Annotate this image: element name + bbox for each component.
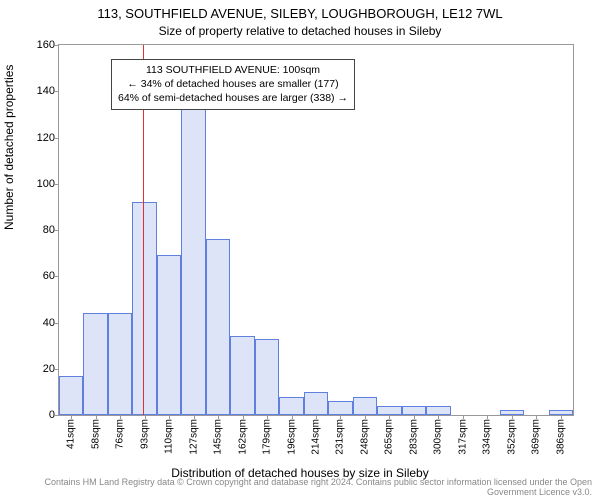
x-tick-label: 196sqm [286,419,297,455]
histogram-bar [206,239,230,415]
x-tick-label: 317sqm [457,419,468,455]
x-tick-label: 231sqm [335,419,346,455]
x-tick-label: 214sqm [311,419,322,455]
x-tick-mark [512,415,513,419]
x-tick-mark [561,415,562,419]
x-tick-mark [71,415,72,419]
annotation-line: ← 34% of detached houses are smaller (17… [118,77,348,91]
y-tick-mark [55,138,59,139]
histogram-bar [279,397,303,416]
x-tick-mark [438,415,439,419]
histogram-bar [181,96,205,415]
x-tick-label: 334sqm [482,419,493,455]
x-tick-label: 127sqm [188,419,199,455]
x-tick-label: 283sqm [408,419,419,455]
histogram-bar [377,406,401,415]
histogram-bar [230,336,254,415]
histogram-bar [328,401,352,415]
x-tick-label: 145sqm [213,419,224,455]
x-tick-label: 110sqm [164,419,175,454]
x-tick-mark [414,415,415,419]
y-tick-mark [55,369,59,370]
y-tick-label: 120 [37,132,55,144]
y-tick-mark [55,276,59,277]
x-tick-label: 41sqm [66,419,77,449]
x-tick-mark [365,415,366,419]
x-tick-mark [536,415,537,419]
annotation-line: 113 SOUTHFIELD AVENUE: 100sqm [118,63,348,77]
x-tick-mark [96,415,97,419]
x-tick-label: 162sqm [237,419,248,455]
x-tick-label: 352sqm [506,419,517,455]
x-tick-mark [194,415,195,419]
annotation-box: 113 SOUTHFIELD AVENUE: 100sqm← 34% of de… [111,59,355,110]
x-tick-label: 300sqm [433,419,444,455]
x-tick-mark [316,415,317,419]
x-tick-label: 179sqm [262,419,273,455]
y-tick-label: 100 [37,178,55,190]
x-tick-mark [463,415,464,419]
x-tick-mark [120,415,121,419]
chart-title-line1: 113, SOUTHFIELD AVENUE, SILEBY, LOUGHBOR… [0,6,600,21]
histogram-bar [132,202,156,415]
x-tick-label: 369sqm [531,419,542,455]
x-tick-label: 265sqm [384,419,395,455]
x-tick-label: 386sqm [555,419,566,455]
y-tick-mark [55,323,59,324]
histogram-bar [304,392,328,415]
x-tick-mark [169,415,170,419]
y-tick-mark [55,184,59,185]
histogram-bar [157,255,181,415]
x-tick-mark [389,415,390,419]
x-tick-mark [292,415,293,419]
histogram-bar [255,339,279,415]
histogram-bar [353,397,377,416]
x-tick-label: 248sqm [359,419,370,455]
chart-title-line2: Size of property relative to detached ho… [0,24,600,38]
annotation-line: 64% of semi-detached houses are larger (… [118,91,348,105]
y-axis-label: Number of detached properties [2,65,16,230]
footer-attribution: Contains HM Land Registry data © Crown c… [0,477,592,497]
x-tick-mark [340,415,341,419]
plot-area: 02040608010012014016041sqm58sqm76sqm93sq… [58,44,574,416]
histogram-bar [83,313,107,415]
x-tick-mark [145,415,146,419]
histogram-bar [108,313,132,415]
y-tick-label: 40 [43,317,55,329]
y-tick-label: 20 [43,363,55,375]
x-tick-label: 93sqm [139,419,150,449]
y-tick-mark [55,230,59,231]
x-tick-mark [487,415,488,419]
histogram-bar [59,376,83,415]
y-tick-mark [55,91,59,92]
histogram-bar [402,406,426,415]
x-tick-label: 58sqm [90,419,101,449]
y-tick-mark [55,45,59,46]
x-tick-label: 76sqm [115,419,126,449]
histogram-bar [426,406,450,415]
x-tick-mark [267,415,268,419]
x-tick-mark [218,415,219,419]
x-tick-mark [243,415,244,419]
y-tick-label: 60 [43,270,55,282]
y-tick-mark [55,415,59,416]
y-tick-label: 160 [37,39,55,51]
y-tick-label: 140 [37,85,55,97]
y-tick-label: 80 [43,224,55,236]
